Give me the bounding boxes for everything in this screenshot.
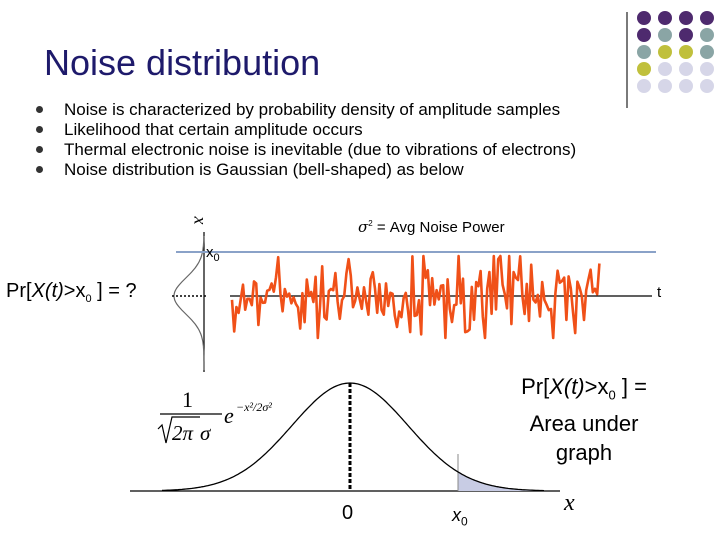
decorative-dot xyxy=(679,62,693,76)
decorative-dot xyxy=(658,45,672,59)
time-axis-label: t xyxy=(657,284,662,301)
decorative-dot xyxy=(637,11,651,25)
decorative-dot xyxy=(637,28,651,42)
area-explanation-line2: Area under xyxy=(529,411,639,437)
probability-question: Pr[X(t)>x0 ] = ? xyxy=(6,280,137,305)
gaussian-curve xyxy=(162,382,545,492)
sigma-superscript: 2 xyxy=(368,219,373,228)
formula-exponent: −x²/2σ² xyxy=(236,400,272,414)
tail-area-fill xyxy=(458,471,544,491)
answer-mid: >x xyxy=(584,374,609,399)
title-divider xyxy=(626,12,628,108)
formula-numerator: 1 xyxy=(182,387,193,412)
question-suffix: ] = ? xyxy=(91,280,137,302)
decorative-dot xyxy=(637,45,651,59)
bell-axis-label: x xyxy=(564,490,575,516)
decorative-dot xyxy=(700,62,714,76)
threshold-label: x0 xyxy=(206,244,220,264)
answer-suffix: ] = xyxy=(615,374,647,399)
decorative-dot xyxy=(700,28,714,42)
bullet-item: Likelihood that certain amplitude occurs xyxy=(36,120,576,140)
tail-threshold-label: x0 xyxy=(452,505,468,529)
bullet-item: Noise distribution is Gaussian (bell-sha… xyxy=(36,160,576,180)
bullet-text: Thermal electronic noise is inevitable (… xyxy=(64,140,577,159)
bullet-icon xyxy=(36,146,43,153)
question-prefix: Pr[ xyxy=(6,280,32,302)
gaussian-formula: 1 2π σ e −x²/2σ² xyxy=(157,387,272,445)
decorative-dot xyxy=(637,79,651,93)
formula-exp-base: e xyxy=(224,403,234,428)
decorative-dot xyxy=(700,11,714,25)
decorative-dot xyxy=(679,11,693,25)
question-var: X(t) xyxy=(31,280,64,302)
bullet-text: Noise is characterized by probability de… xyxy=(64,100,561,119)
bullet-text: Likelihood that certain amplitude occurs xyxy=(64,120,363,139)
rotated-gaussian-curve xyxy=(173,235,205,370)
sigma-label: σ2 = Avg Noise Power xyxy=(358,218,505,236)
decorative-dot xyxy=(658,11,672,25)
mean-label: 0 xyxy=(342,502,354,524)
bullet-item: Thermal electronic noise is inevitable (… xyxy=(36,140,576,160)
decorative-dot xyxy=(700,79,714,93)
tail-threshold-base: x xyxy=(452,505,461,525)
decorative-dot xyxy=(679,79,693,93)
area-explanation-line1: Pr[X(t)>x0 ] = xyxy=(504,372,664,409)
threshold-label-base: x xyxy=(206,244,214,261)
decorative-dot xyxy=(679,45,693,59)
decorative-dot xyxy=(658,62,672,76)
area-explanation-line3: graph xyxy=(555,440,613,466)
decorative-dot xyxy=(658,28,672,42)
bullet-icon xyxy=(36,126,43,133)
bullet-list: Noise is characterized by probability de… xyxy=(36,100,576,180)
answer-var: X(t) xyxy=(549,374,585,399)
decorative-dot xyxy=(637,62,651,76)
answer-sub: 0 xyxy=(608,387,616,403)
pdf-axis-label: x xyxy=(190,216,211,225)
area-explanation: Pr[X(t)>x0 ] = Area under graph xyxy=(504,372,664,467)
decorative-dot xyxy=(679,28,693,42)
decorative-dot xyxy=(658,79,672,93)
noise-signal-trace xyxy=(230,254,601,340)
decorative-dot xyxy=(700,45,714,59)
formula-root-content: 2π xyxy=(172,421,194,445)
bullet-item: Noise is characterized by probability de… xyxy=(36,100,576,120)
bullet-text: Noise distribution is Gaussian (bell-sha… xyxy=(64,160,464,179)
tail-threshold-sub: 0 xyxy=(461,514,468,529)
decorative-dot-grid xyxy=(637,11,714,93)
threshold-label-sub: 0 xyxy=(213,252,220,264)
bullet-icon xyxy=(36,106,43,113)
answer-prefix: Pr[ xyxy=(521,374,550,399)
question-sub: 0 xyxy=(85,293,92,305)
bullet-icon xyxy=(36,166,43,173)
question-mid: >x xyxy=(63,280,86,302)
formula-sigma: σ xyxy=(200,421,212,445)
slide-title: Noise distribution xyxy=(44,42,321,83)
sigma-symbol: σ xyxy=(358,218,369,236)
sigma-text: = Avg Noise Power xyxy=(372,219,505,236)
